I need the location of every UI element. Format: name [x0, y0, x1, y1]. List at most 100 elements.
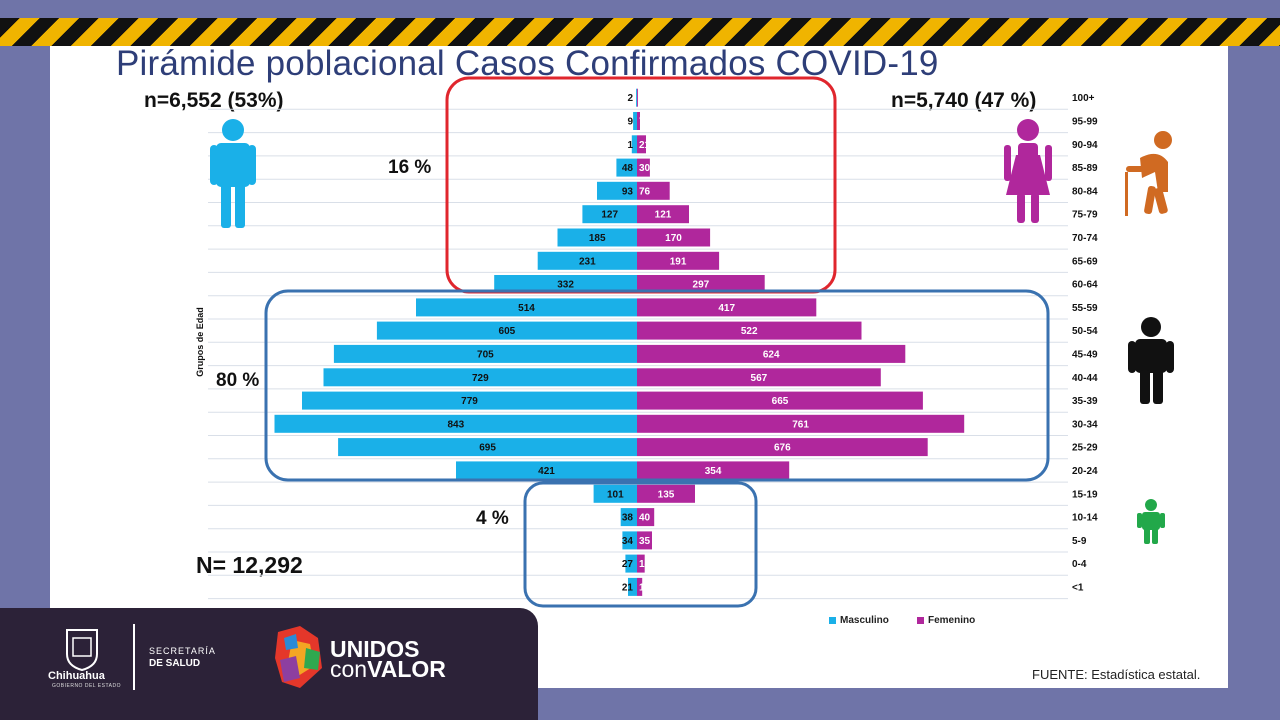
age-group-label: 75-79	[1072, 210, 1098, 221]
age-group-label: 60-64	[1072, 280, 1098, 291]
bar-femenino	[637, 368, 881, 387]
bar-femenino	[637, 181, 670, 200]
secretaria-line1: SECRETARÍA	[149, 646, 216, 656]
legend-masculino: Masculino	[829, 615, 889, 626]
value-label-masculino: 2	[627, 93, 633, 104]
female-total: n=5,740 (47 %)	[891, 89, 1037, 112]
pct-elderly: 16 %	[388, 157, 432, 178]
age-group-labels: 100+ 95-99 90-94 85-89 80-84 75-79 70-74 65-69 6…	[1072, 93, 1098, 593]
value-label-femenino: 191	[670, 256, 687, 267]
value-label-masculino: 48	[622, 163, 634, 174]
child-icon	[1137, 499, 1165, 544]
age-group-label: 50-54	[1072, 326, 1098, 337]
secretaria-line2: DE SALUD	[149, 658, 201, 669]
male-total: n=6,552 (53%)	[144, 89, 284, 112]
value-label-femenino: 1	[639, 582, 645, 593]
adult-highlight-box	[264, 289, 1050, 482]
bar-masculino	[376, 321, 637, 340]
value-label-femenino: 297	[693, 280, 710, 291]
bar-masculino	[494, 275, 637, 293]
source-note: FUENTE: Estadística estatal.	[1032, 667, 1201, 682]
value-label-femenino: 76	[639, 186, 651, 197]
age-group-label: 20-24	[1072, 466, 1098, 477]
value-label-femenino: 35	[639, 536, 651, 547]
value-label-masculino: 34	[622, 536, 634, 547]
value-label-femenino: 135	[658, 489, 675, 500]
value-label-femenino: 676	[774, 443, 791, 454]
man-icon	[210, 119, 256, 228]
footer-divider	[133, 624, 135, 690]
bar-masculino	[456, 461, 637, 480]
woman-icon	[1004, 119, 1052, 223]
value-label-masculino: 695	[479, 443, 496, 454]
bar-femenino	[637, 391, 923, 410]
age-group-label: 55-59	[1072, 303, 1098, 314]
value-label-femenino: 761	[792, 419, 809, 430]
value-label-masculino: 9	[627, 117, 633, 128]
unidos-logo-icon	[275, 626, 322, 688]
age-group-label: 95-99	[1072, 117, 1098, 128]
y-axis-label: Grupos de Edad	[195, 307, 205, 377]
bar-femenino	[637, 112, 640, 130]
legend-label-femenino: Femenino	[928, 615, 976, 626]
age-group-label: <1	[1072, 582, 1084, 593]
age-group-label: 35-39	[1072, 396, 1098, 407]
age-group-label: 40-44	[1072, 373, 1098, 384]
bar-masculino	[557, 228, 637, 247]
age-group-label: 90-94	[1072, 140, 1098, 151]
value-label-masculino: 185	[589, 233, 606, 244]
value-label-femenino: 170	[665, 233, 682, 244]
slogan-con: con	[330, 656, 368, 682]
value-label-masculino: 38	[622, 513, 634, 524]
bar-femenino	[637, 158, 650, 177]
bar-masculino	[628, 577, 637, 596]
value-label-femenino: 7	[639, 117, 645, 128]
value-label-femenino: 40	[639, 513, 651, 524]
bar-femenino	[637, 554, 645, 573]
value-label-masculino: 843	[447, 419, 464, 430]
value-label-femenino: 624	[763, 349, 780, 360]
value-label-masculino: 605	[499, 326, 516, 337]
bar-masculino	[416, 298, 637, 317]
bar-femenino	[637, 298, 817, 317]
value-label-masculino: 101	[607, 489, 624, 500]
value-label-masculino: 21	[622, 582, 634, 593]
legend-swatch-masculino	[829, 616, 836, 624]
bar-masculino	[597, 181, 637, 200]
age-group-label: 65-69	[1072, 256, 1098, 267]
value-label-femenino: 417	[718, 303, 735, 314]
gridlines	[208, 108, 1068, 600]
bar-femenino	[637, 251, 720, 270]
bars	[274, 88, 965, 596]
legend-swatch-femenino	[917, 616, 924, 624]
age-group-label: 25-29	[1072, 443, 1098, 454]
age-group-label: 45-49	[1072, 349, 1098, 360]
bar-masculino	[302, 391, 637, 410]
value-label-masculino: 421	[538, 466, 555, 477]
state-shield-icon	[66, 629, 98, 672]
value-label-masculino: 332	[557, 280, 574, 291]
age-group-label: 15-19	[1072, 489, 1098, 500]
hazard-stripe-banner	[0, 18, 1280, 46]
bar-femenino	[637, 461, 790, 480]
state-name: Chihuahua	[48, 670, 105, 682]
value-label-femenino: 30	[639, 163, 651, 174]
elderly-icon	[1125, 131, 1172, 216]
value-label-femenino: 567	[751, 373, 768, 384]
value-label-femenino: 121	[655, 210, 672, 221]
bar-femenino	[637, 344, 906, 363]
bar-femenino	[637, 228, 711, 247]
legend-label-masculino: Masculino	[840, 615, 889, 626]
value-label-masculino: 729	[472, 373, 489, 384]
value-label-masculino: 127	[601, 210, 618, 221]
government-label: GOBIERNO DEL ESTADO	[52, 683, 121, 689]
bar-masculino	[338, 438, 637, 457]
legend-femenino: Femenino	[917, 615, 975, 626]
age-group-label: 80-84	[1072, 186, 1098, 197]
age-group-label: 30-34	[1072, 419, 1098, 430]
footer-bar	[0, 608, 538, 720]
bar-femenino	[637, 321, 862, 340]
bar-femenino	[637, 484, 695, 503]
young-highlight-box	[523, 481, 758, 608]
